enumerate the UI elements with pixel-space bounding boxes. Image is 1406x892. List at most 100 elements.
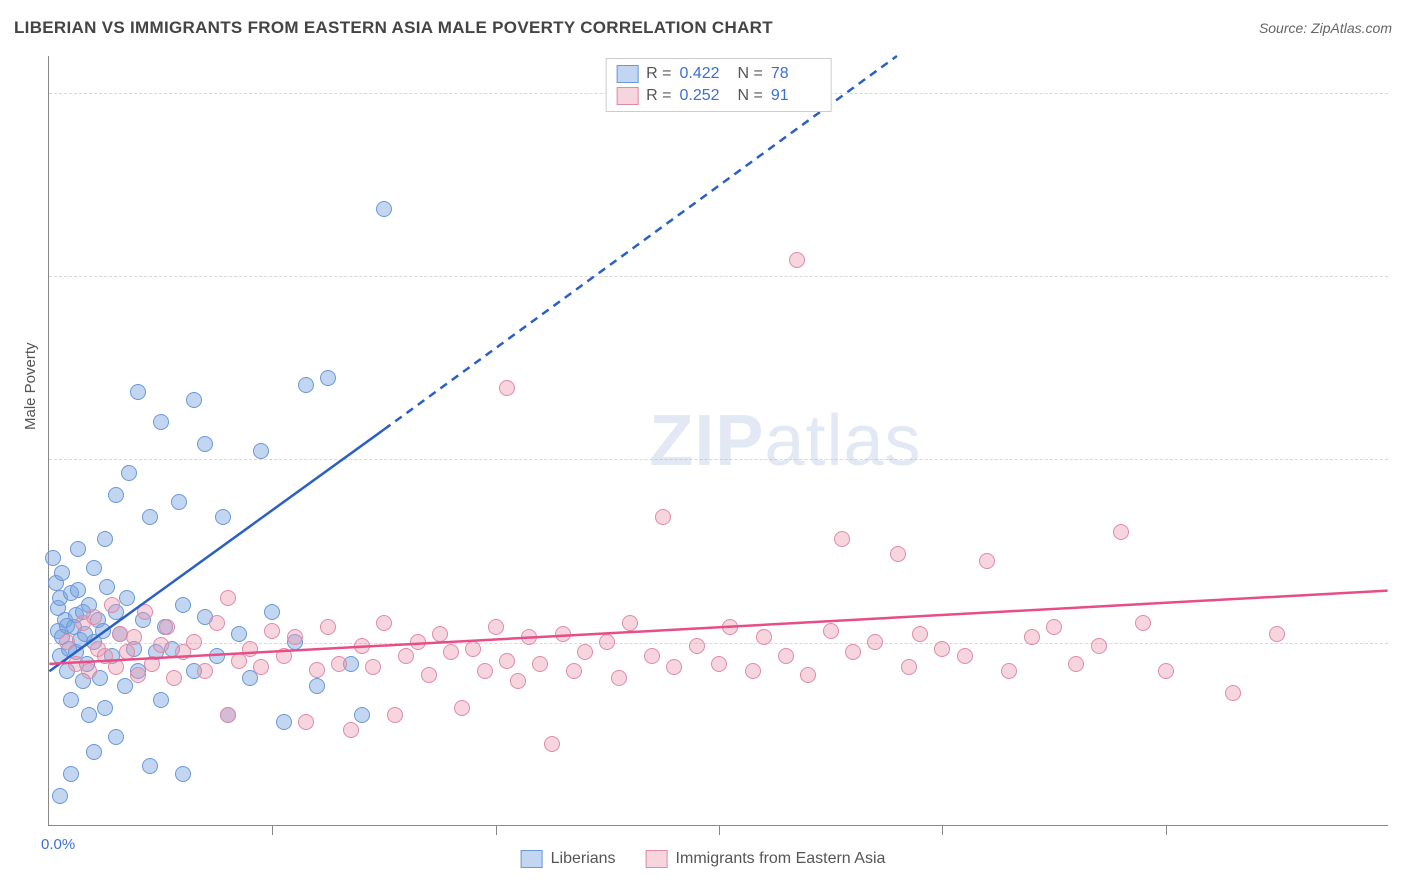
scatter-point-series2 bbox=[845, 644, 861, 660]
gridline-h bbox=[49, 276, 1388, 277]
scatter-point-series2 bbox=[756, 629, 772, 645]
scatter-point-series2 bbox=[398, 648, 414, 664]
scatter-point-series1 bbox=[86, 744, 102, 760]
scatter-point-series2 bbox=[153, 637, 169, 653]
scatter-point-series1 bbox=[153, 692, 169, 708]
chart-title: LIBERIAN VS IMMIGRANTS FROM EASTERN ASIA… bbox=[14, 18, 773, 38]
scatter-point-series2 bbox=[1001, 663, 1017, 679]
scatter-point-series2 bbox=[365, 659, 381, 675]
scatter-point-series2 bbox=[689, 638, 705, 654]
scatter-point-series2 bbox=[119, 644, 135, 660]
x-tick-mark bbox=[272, 825, 273, 835]
scatter-point-series2 bbox=[934, 641, 950, 657]
scatter-point-series2 bbox=[599, 634, 615, 650]
scatter-point-series2 bbox=[421, 667, 437, 683]
scatter-point-series2 bbox=[59, 634, 75, 650]
scatter-point-series2 bbox=[287, 629, 303, 645]
scatter-point-series1 bbox=[63, 766, 79, 782]
scatter-point-series2 bbox=[499, 380, 515, 396]
scatter-point-series2 bbox=[220, 590, 236, 606]
scatter-point-series2 bbox=[1091, 638, 1107, 654]
plot-area: ZIPatlas R = 0.422 N = 78 R = 0.252 N = … bbox=[48, 56, 1388, 826]
chart-source: Source: ZipAtlas.com bbox=[1259, 20, 1392, 36]
scatter-point-series1 bbox=[95, 623, 111, 639]
scatter-point-series2 bbox=[622, 615, 638, 631]
stat-r-value-2: 0.252 bbox=[680, 87, 730, 105]
stat-n-value-1: 78 bbox=[771, 65, 821, 83]
scatter-point-series2 bbox=[264, 623, 280, 639]
scatter-point-series2 bbox=[577, 644, 593, 660]
scatter-point-series1 bbox=[320, 370, 336, 386]
scatter-point-series1 bbox=[376, 201, 392, 217]
scatter-point-series2 bbox=[220, 707, 236, 723]
trend-line-dashed bbox=[384, 56, 897, 430]
scatter-point-series2 bbox=[912, 626, 928, 642]
scatter-point-series2 bbox=[722, 619, 738, 635]
scatter-point-series2 bbox=[555, 626, 571, 642]
scatter-point-series1 bbox=[175, 766, 191, 782]
scatter-point-series1 bbox=[264, 604, 280, 620]
stat-r-label-1: R = bbox=[646, 65, 671, 83]
y-tick-label: 50.0% bbox=[1393, 84, 1406, 101]
scatter-point-series1 bbox=[197, 436, 213, 452]
scatter-point-series2 bbox=[1158, 663, 1174, 679]
gridline-h bbox=[49, 459, 1388, 460]
scatter-point-series1 bbox=[171, 494, 187, 510]
scatter-point-series2 bbox=[823, 623, 839, 639]
scatter-point-series2 bbox=[298, 714, 314, 730]
legend-label-series1: Liberians bbox=[551, 850, 616, 868]
scatter-point-series2 bbox=[789, 252, 805, 268]
scatter-point-series1 bbox=[52, 788, 68, 804]
x-axis-min-label: 0.0% bbox=[41, 836, 75, 853]
scatter-point-series1 bbox=[276, 714, 292, 730]
scatter-point-series2 bbox=[209, 615, 225, 631]
x-tick-mark bbox=[1166, 825, 1167, 835]
stat-n-value-2: 91 bbox=[771, 87, 821, 105]
scatter-point-series2 bbox=[130, 667, 146, 683]
watermark-light: atlas bbox=[764, 401, 921, 481]
scatter-point-series1 bbox=[119, 590, 135, 606]
scatter-point-series1 bbox=[63, 692, 79, 708]
scatter-point-series2 bbox=[666, 659, 682, 675]
scatter-point-series2 bbox=[521, 629, 537, 645]
scatter-point-series2 bbox=[1046, 619, 1062, 635]
scatter-point-series2 bbox=[778, 648, 794, 664]
scatter-point-series1 bbox=[54, 565, 70, 581]
scatter-point-series2 bbox=[253, 659, 269, 675]
scatter-point-series1 bbox=[354, 707, 370, 723]
scatter-point-series1 bbox=[70, 541, 86, 557]
scatter-point-series2 bbox=[186, 634, 202, 650]
scatter-point-series2 bbox=[711, 656, 727, 672]
legend-item-series2: Immigrants from Eastern Asia bbox=[646, 850, 886, 868]
legend-swatch-series1 bbox=[521, 850, 543, 868]
scatter-point-series2 bbox=[890, 546, 906, 562]
scatter-point-series2 bbox=[1135, 615, 1151, 631]
scatter-point-series2 bbox=[655, 509, 671, 525]
scatter-point-series1 bbox=[99, 579, 115, 595]
scatter-point-series1 bbox=[117, 678, 133, 694]
scatter-point-series2 bbox=[320, 619, 336, 635]
scatter-point-series1 bbox=[215, 509, 231, 525]
scatter-point-series2 bbox=[242, 641, 258, 657]
scatter-point-series1 bbox=[142, 509, 158, 525]
swatch-series1 bbox=[616, 65, 638, 83]
legend-label-series2: Immigrants from Eastern Asia bbox=[676, 850, 886, 868]
scatter-point-series2 bbox=[566, 663, 582, 679]
stat-r-label-2: R = bbox=[646, 87, 671, 105]
scatter-point-series2 bbox=[745, 663, 761, 679]
scatter-point-series1 bbox=[175, 597, 191, 613]
x-tick-mark bbox=[942, 825, 943, 835]
y-tick-label: 37.5% bbox=[1393, 268, 1406, 285]
scatter-point-series2 bbox=[104, 597, 120, 613]
stat-n-label-2: N = bbox=[738, 87, 763, 105]
scatter-point-series1 bbox=[209, 648, 225, 664]
scatter-point-series2 bbox=[376, 615, 392, 631]
scatter-point-series2 bbox=[343, 722, 359, 738]
scatter-point-series2 bbox=[510, 673, 526, 689]
scatter-point-series2 bbox=[432, 626, 448, 642]
scatter-point-series2 bbox=[410, 634, 426, 650]
trend-lines-svg bbox=[49, 56, 1388, 825]
scatter-point-series2 bbox=[488, 619, 504, 635]
scatter-point-series2 bbox=[867, 634, 883, 650]
scatter-point-series2 bbox=[499, 653, 515, 669]
